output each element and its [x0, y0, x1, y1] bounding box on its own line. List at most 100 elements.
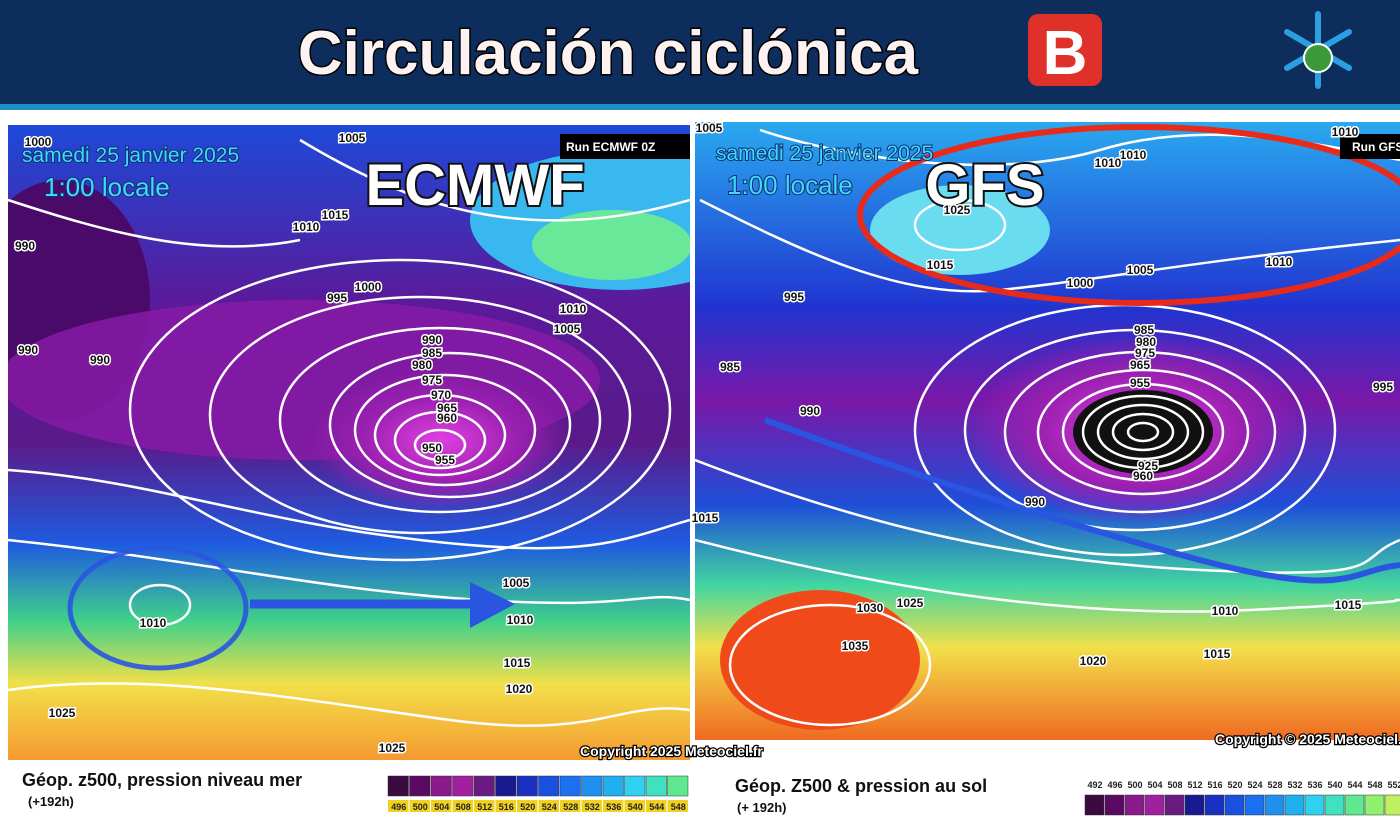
isobar-label: 1015: [504, 656, 531, 670]
isobar-label: 1010: [140, 616, 167, 630]
scale-label: 536: [606, 802, 621, 812]
scale-label: 552: [1387, 780, 1400, 790]
scale-label-box: [474, 800, 495, 812]
scale-label: 512: [1187, 780, 1202, 790]
scale-label-box: [431, 800, 452, 812]
scale-label: 540: [1327, 780, 1342, 790]
scale-label-box: [646, 800, 667, 812]
isobar-label: 1000: [25, 135, 52, 149]
isobar-label: 1010: [507, 613, 534, 627]
scale-swatch: [1124, 794, 1145, 816]
scale-swatch: [452, 775, 474, 797]
scale-swatch: [1104, 794, 1125, 816]
scale-label: 496: [1107, 780, 1122, 790]
scale-swatch: [430, 775, 452, 797]
scale-swatch: [1224, 794, 1245, 816]
isobar-label: 1020: [1080, 654, 1107, 668]
isobar-label: 1005: [339, 131, 366, 145]
isobar-label: 1005: [503, 576, 530, 590]
scale-label-box: [409, 800, 430, 812]
scale-swatch: [495, 775, 517, 797]
caption: Géop. Z500 & pression au sol: [735, 776, 987, 796]
isobar-label: 970: [431, 388, 451, 402]
isobar-label: 980: [412, 358, 432, 372]
isobar-label: 1000: [355, 280, 382, 294]
map-gfs: [695, 122, 1400, 740]
scale-label: 524: [1247, 780, 1262, 790]
isobar-label: 1005: [1127, 263, 1154, 277]
scale-swatch: [1344, 794, 1365, 816]
model-name: GFS: [925, 153, 1044, 218]
scale-swatch: [387, 775, 409, 797]
isobar-label: 995: [784, 290, 804, 304]
logo: [1284, 11, 1352, 89]
date: samedi 25 janvier 2025: [22, 144, 239, 167]
scale-label: 532: [585, 802, 600, 812]
scale-swatch: [1324, 794, 1345, 816]
scale-swatch: [1084, 794, 1105, 816]
scale-label: 496: [391, 802, 406, 812]
scale-swatch: [1144, 794, 1165, 816]
run-label: Run ECMWF 0Z: [566, 140, 655, 154]
scale-swatch: [516, 775, 538, 797]
badge: B: [1043, 19, 1088, 88]
isobar-label: 1015: [927, 258, 954, 272]
isobar-label: 990: [800, 404, 820, 418]
scale-label: 540: [628, 802, 643, 812]
isobar-label: 1015: [1204, 647, 1231, 661]
scale-label: 516: [1207, 780, 1222, 790]
isobar-label: 1020: [506, 682, 533, 696]
scale-label: 504: [434, 802, 449, 812]
copyright: Copyright © 2025 Meteociel.fr: [1215, 731, 1400, 747]
isobar-label: 1000: [1067, 276, 1094, 290]
isobar-label: 965: [437, 401, 457, 415]
isobar-label: 955: [1130, 376, 1150, 390]
isobar-label: 985: [1134, 323, 1154, 337]
scale-label: 508: [1167, 780, 1182, 790]
scale-label-box: [495, 800, 516, 812]
date: samedi 25 janvier 2025: [716, 142, 933, 165]
scale-label: 528: [1267, 780, 1282, 790]
scale-label: 536: [1307, 780, 1322, 790]
isobar-label: 950: [422, 441, 442, 455]
scale-label-box: [388, 800, 409, 812]
isobar-label: 995: [327, 291, 347, 305]
map-ecmwf: [8, 125, 690, 760]
header-rule: [0, 104, 1400, 110]
scale-swatch: [602, 775, 624, 797]
scale-swatch: [624, 775, 646, 797]
scale-label-box: [603, 800, 624, 812]
scale-label-box: [452, 800, 473, 812]
scale-label: 544: [1347, 780, 1362, 790]
scale-swatch: [645, 775, 667, 797]
scale-swatch: [409, 775, 431, 797]
isobar-label: 1005: [554, 322, 581, 336]
isobar-label: 1010: [1332, 125, 1359, 139]
badge-box: [1028, 14, 1102, 86]
isobar-label: 1010: [1266, 255, 1293, 269]
scale-label-box: [667, 800, 688, 812]
isobar-label: 1035: [842, 639, 869, 653]
isobar-label: 1010: [293, 220, 320, 234]
copyright: Copyright 2025 Meteociel.fr: [580, 743, 763, 759]
isobar-label: 1030: [857, 601, 884, 615]
isobar-label: 1015: [1335, 598, 1362, 612]
scale-label: 516: [499, 802, 514, 812]
lead-time: (+192h): [28, 794, 74, 809]
isobar-label: 990: [1025, 495, 1045, 509]
time: 1:00 locale: [727, 170, 853, 200]
scale-label: 548: [1367, 780, 1382, 790]
time: 1:00 locale: [44, 172, 170, 202]
scale-swatch: [1164, 794, 1185, 816]
isobar-label: 990: [15, 239, 35, 253]
scale-label: 520: [1227, 780, 1242, 790]
title: Circulación ciclónica: [298, 19, 919, 88]
isobar-label: 955: [435, 453, 455, 467]
run-box: [1340, 134, 1400, 159]
scale-swatch: [1384, 794, 1400, 816]
scale-label: 548: [671, 802, 686, 812]
isobar-label: 1010: [1095, 156, 1122, 170]
isobar-label: 1010: [1212, 604, 1239, 618]
scale-label: 520: [520, 802, 535, 812]
isobar-label: 1010: [1120, 148, 1147, 162]
